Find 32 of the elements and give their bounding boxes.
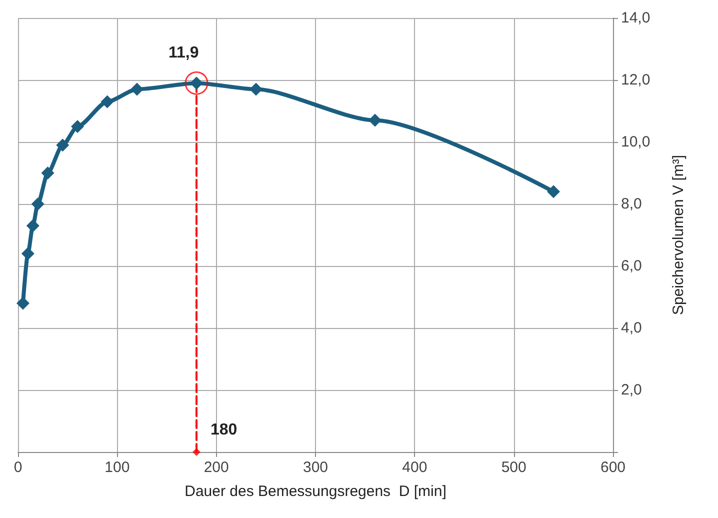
x-tick-label: 300 — [302, 459, 328, 476]
x-tick-label: 500 — [501, 459, 526, 476]
point — [192, 448, 200, 456]
y-tick-label: 2,0 — [621, 382, 642, 398]
y-tick-label: 10,0 — [621, 134, 650, 150]
point — [250, 82, 262, 96]
point — [56, 138, 70, 152]
point — [100, 95, 114, 108]
y-tick-label: 6,0 — [621, 258, 642, 274]
point — [71, 120, 84, 133]
point — [130, 82, 144, 96]
y-tick-label: 14,0 — [621, 10, 650, 26]
x-tick-label: 0 — [14, 459, 22, 476]
y-tick-label: 12,0 — [621, 72, 650, 88]
point — [41, 166, 54, 180]
point — [16, 296, 30, 310]
annotation: 11,9 — [168, 44, 199, 62]
y-axis-title: Speichervolumen V [m³] — [670, 154, 687, 316]
x-tick-label: 100 — [104, 459, 130, 476]
point — [547, 185, 560, 198]
point — [31, 198, 44, 210]
y-tick-label: 4,0 — [621, 320, 642, 336]
y-tick-label: 8,0 — [621, 196, 642, 212]
x-tick-label: 200 — [204, 459, 229, 476]
point — [184, 71, 208, 95]
point — [368, 114, 382, 127]
x-tick-label: 400 — [402, 459, 428, 476]
point — [26, 219, 40, 232]
point — [21, 247, 34, 260]
x-axis-title: Dauer des Bemessungsregens D [min] — [184, 483, 446, 500]
x-tick-label: 600 — [600, 459, 626, 476]
annotation: 180 — [210, 422, 238, 438]
